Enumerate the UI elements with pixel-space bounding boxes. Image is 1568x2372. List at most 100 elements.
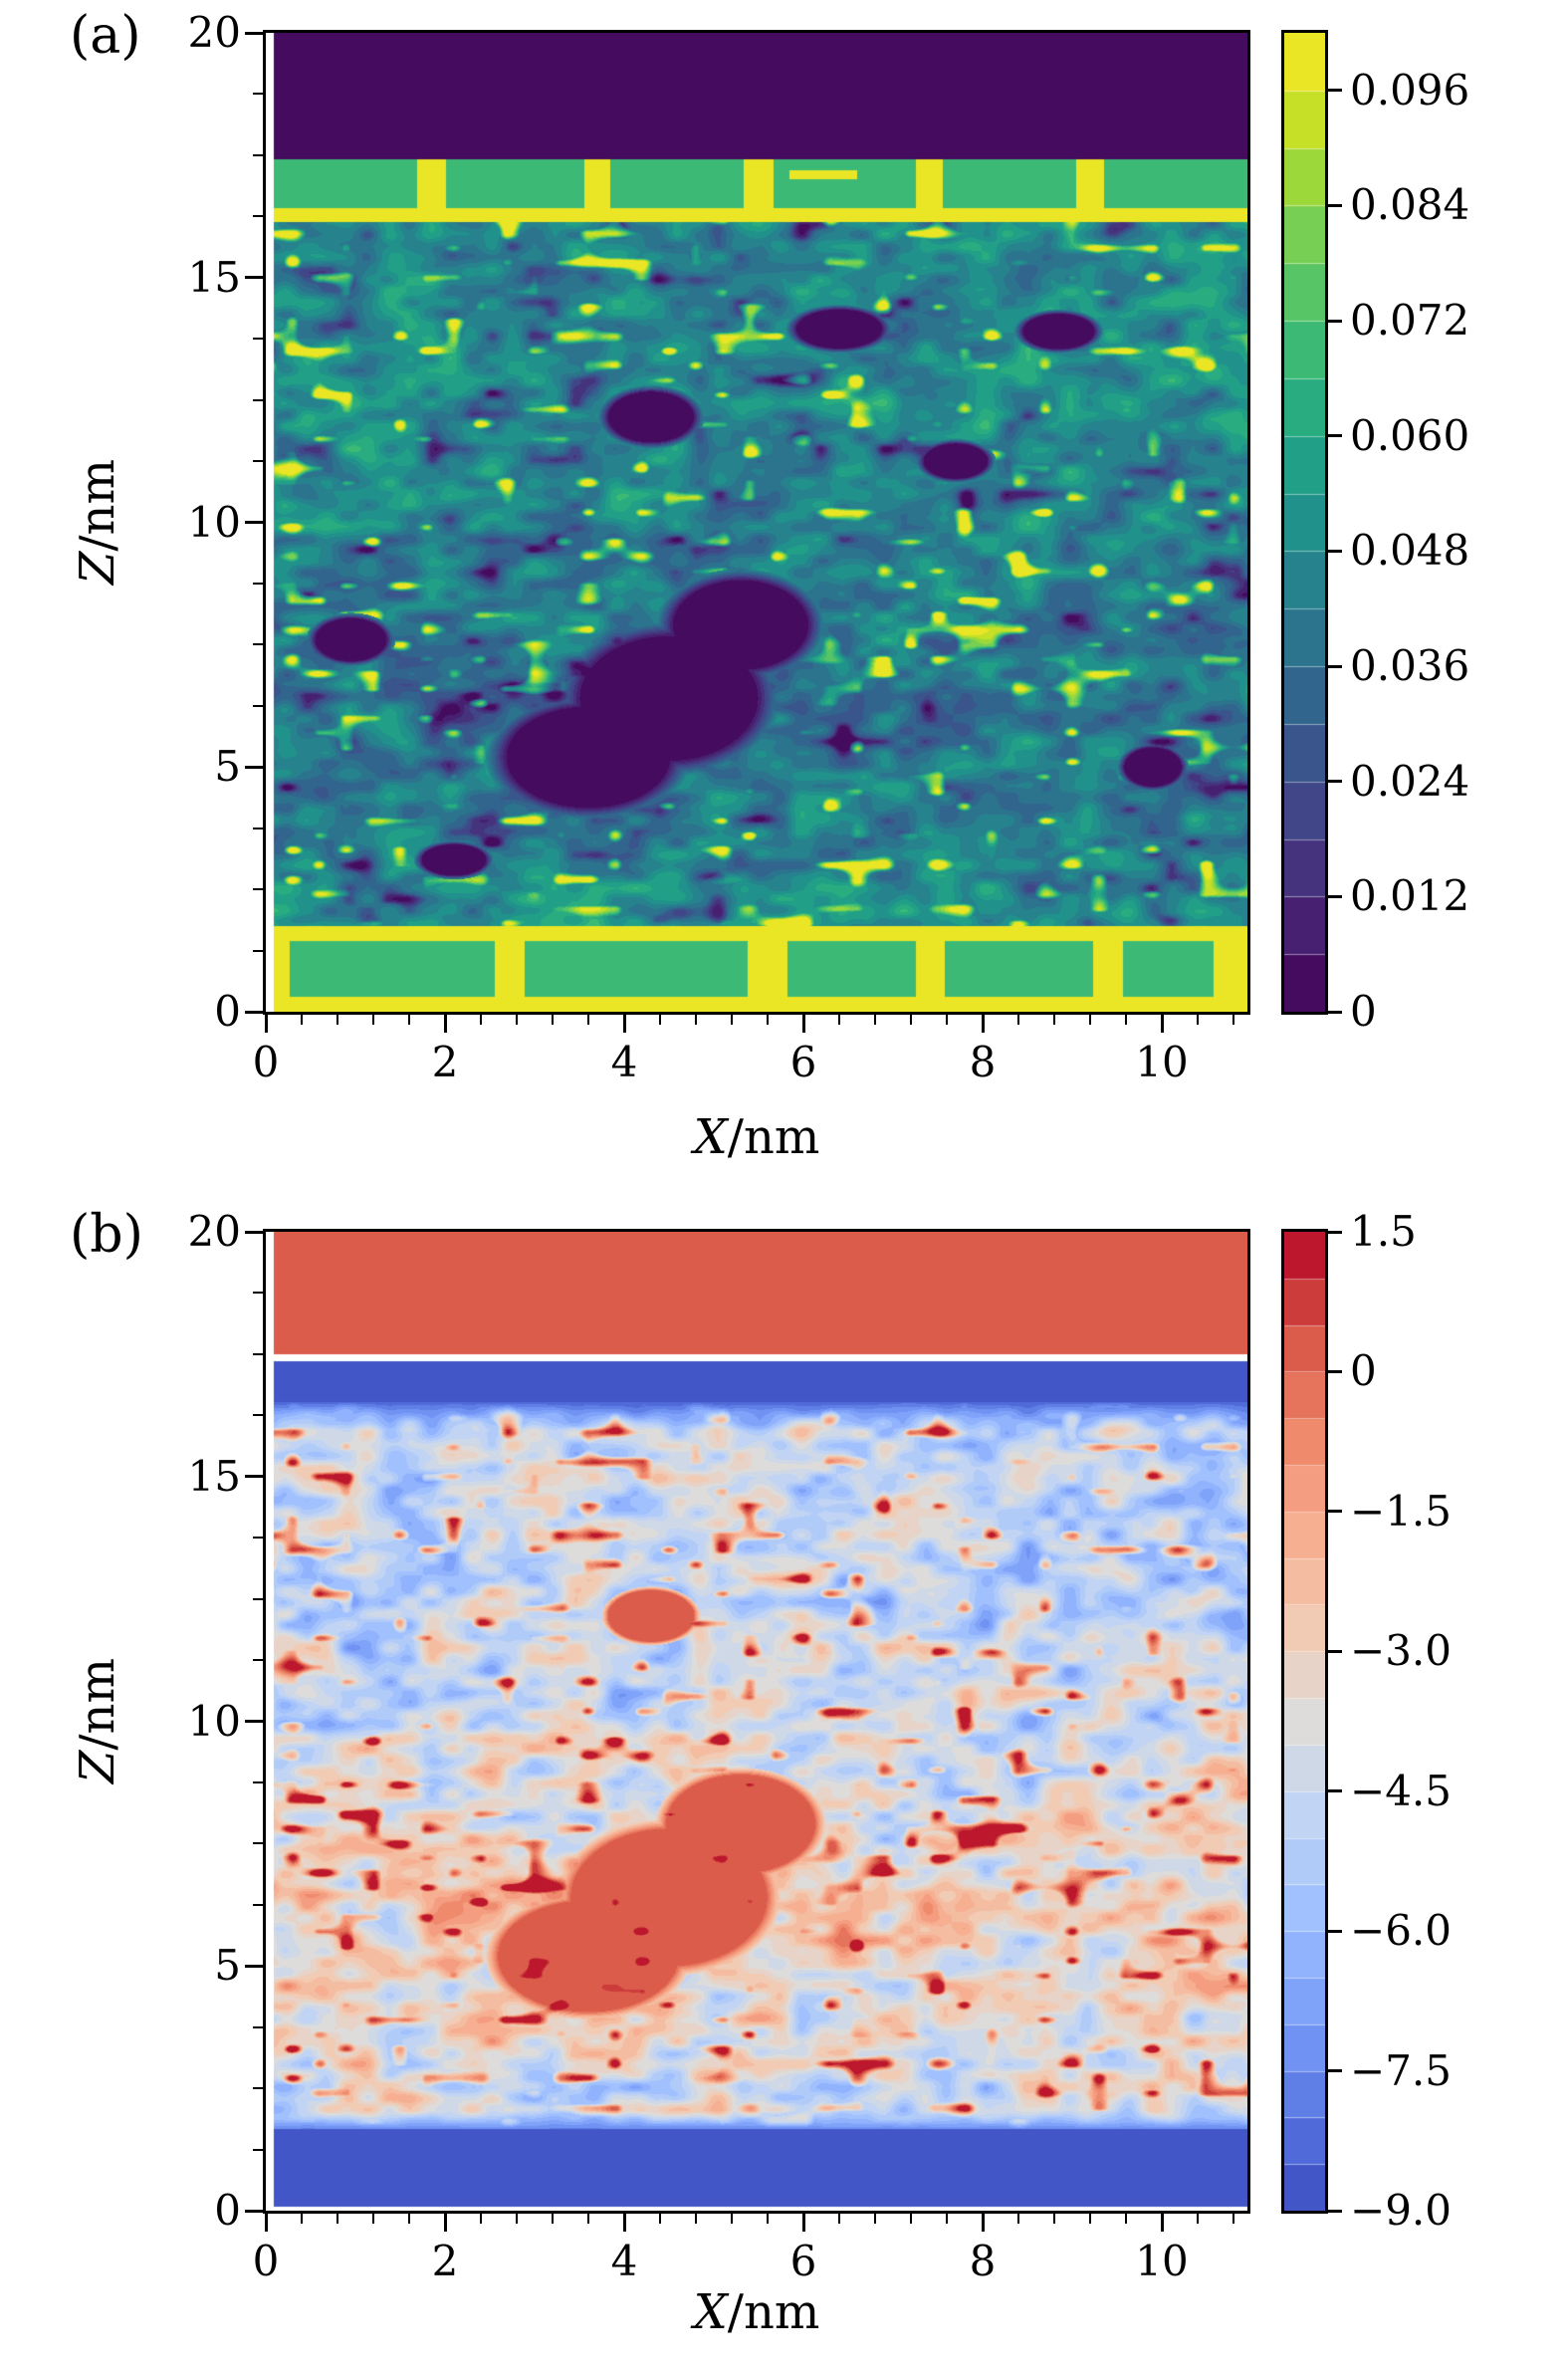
colorbar-tick-label: 0.084 [1350,180,1470,230]
x-axis-unit: /nm [727,1109,820,1165]
y-minor-tick [253,1352,263,1355]
x-minor-tick [910,2214,912,2224]
colorbar-tick-label: 1.5 [1350,1207,1417,1256]
y-minor-tick [253,1414,263,1417]
colorbar-tick-label: 0 [1350,987,1377,1036]
x-minor-tick [1125,1015,1127,1025]
panel-a-colorbar-canvas [1284,33,1325,1012]
x-minor-tick [372,1015,374,1025]
y-minor-tick [253,1597,263,1600]
x-minor-tick [731,1015,733,1025]
x-minor-tick [480,2214,482,2224]
panel-b-heatmap-canvas [266,1232,1247,2211]
x-minor-tick [874,1015,876,1025]
x-minor-tick [1089,1015,1091,1025]
y-major-tick [245,1720,263,1723]
y-major-tick [245,31,263,35]
colorbar-tick [1328,1789,1342,1793]
x-minor-tick [838,1015,840,1025]
colorbar-tick-label: 0.048 [1350,526,1470,576]
x-tick-label: 8 [969,1038,997,1086]
x-minor-tick [1017,2214,1019,2224]
colorbar-tick [1328,1010,1342,1014]
x-minor-tick [767,2214,769,2224]
x-tick-label: 6 [789,2237,817,2285]
y-major-tick [245,1010,263,1014]
x-minor-tick [480,1015,482,1025]
colorbar-tick [1328,319,1342,323]
x-tick-label: 4 [610,2237,638,2285]
x-major-tick [264,2214,268,2232]
panel-b-plot-border [263,1229,1250,2214]
y-minor-tick [253,827,263,830]
panel-b-label: (b) [70,1205,143,1265]
x-minor-tick [1232,2214,1234,2224]
x-major-tick [622,2214,626,2232]
x-major-tick [1160,2214,1164,2232]
y-tick-label: 10 [187,1696,241,1746]
x-minor-tick [659,2214,661,2224]
y-major-tick [245,2209,263,2213]
y-minor-tick [253,338,263,341]
x-minor-tick [874,2214,876,2224]
x-minor-tick [552,1015,554,1025]
panel-a-heatmap-canvas [266,33,1247,1012]
y-major-tick [245,521,263,524]
colorbar-tick [1328,2069,1342,2073]
x-tick-label: 6 [789,1038,817,1086]
colorbar-tick [1328,894,1342,898]
x-major-tick [264,1015,268,1033]
x-minor-tick [408,2214,410,2224]
y-tick-label: 20 [187,8,241,57]
colorbar-tick-label: −3.0 [1350,1626,1452,1676]
y-major-tick [245,1230,263,1234]
x-minor-tick [1232,1015,1234,1025]
y-minor-tick [253,460,263,463]
colorbar-tick-label: 0 [1350,1346,1377,1396]
colorbar-tick-label: 0.024 [1350,756,1470,806]
x-minor-tick [408,1015,410,1025]
x-minor-tick [1053,1015,1055,1025]
y-minor-tick [253,2148,263,2151]
colorbar-tick-label: −9.0 [1350,2186,1452,2235]
y-minor-tick [253,582,263,585]
x-minor-tick [301,1015,303,1025]
x-axis-unit: /nm [727,2284,820,2340]
x-minor-tick [946,2214,948,2224]
x-minor-tick [695,2214,697,2224]
colorbar-tick-label: 0.060 [1350,410,1470,460]
y-minor-tick [253,2087,263,2090]
colorbar-tick [1328,1649,1342,1653]
y-minor-tick [253,398,263,401]
y-tick-label: 10 [187,497,241,547]
x-minor-tick [587,2214,589,2224]
y-tick-label: 0 [214,2186,241,2235]
y-major-tick [245,765,263,769]
colorbar-tick-label: 0.072 [1350,296,1470,346]
x-minor-tick [1089,2214,1091,2224]
y-minor-tick [253,1292,263,1295]
colorbar-tick [1328,203,1342,207]
x-minor-tick [731,2214,733,2224]
x-tick-label: 0 [252,1038,280,1086]
y-tick-label: 15 [187,252,241,302]
x-minor-tick [838,2214,840,2224]
x-tick-label: 2 [431,2237,459,2285]
y-minor-tick [253,888,263,891]
x-minor-tick [1125,2214,1127,2224]
y-tick-label: 5 [214,742,241,792]
panel-b-x-axis-label: X/nm [259,2282,1254,2342]
y-minor-tick [253,643,263,646]
y-tick-label: 20 [187,1207,241,1256]
colorbar-tick-label: 0.012 [1350,871,1470,921]
colorbar-tick-label: 0.096 [1350,65,1470,115]
x-tick-label: 4 [610,1038,638,1086]
y-major-tick [245,276,263,280]
colorbar-tick [1328,1230,1342,1234]
x-tick-label: 0 [252,2237,280,2285]
y-minor-tick [253,949,263,952]
x-major-tick [981,2214,985,2232]
colorbar-tick [1328,89,1342,93]
colorbar-tick [1328,664,1342,668]
